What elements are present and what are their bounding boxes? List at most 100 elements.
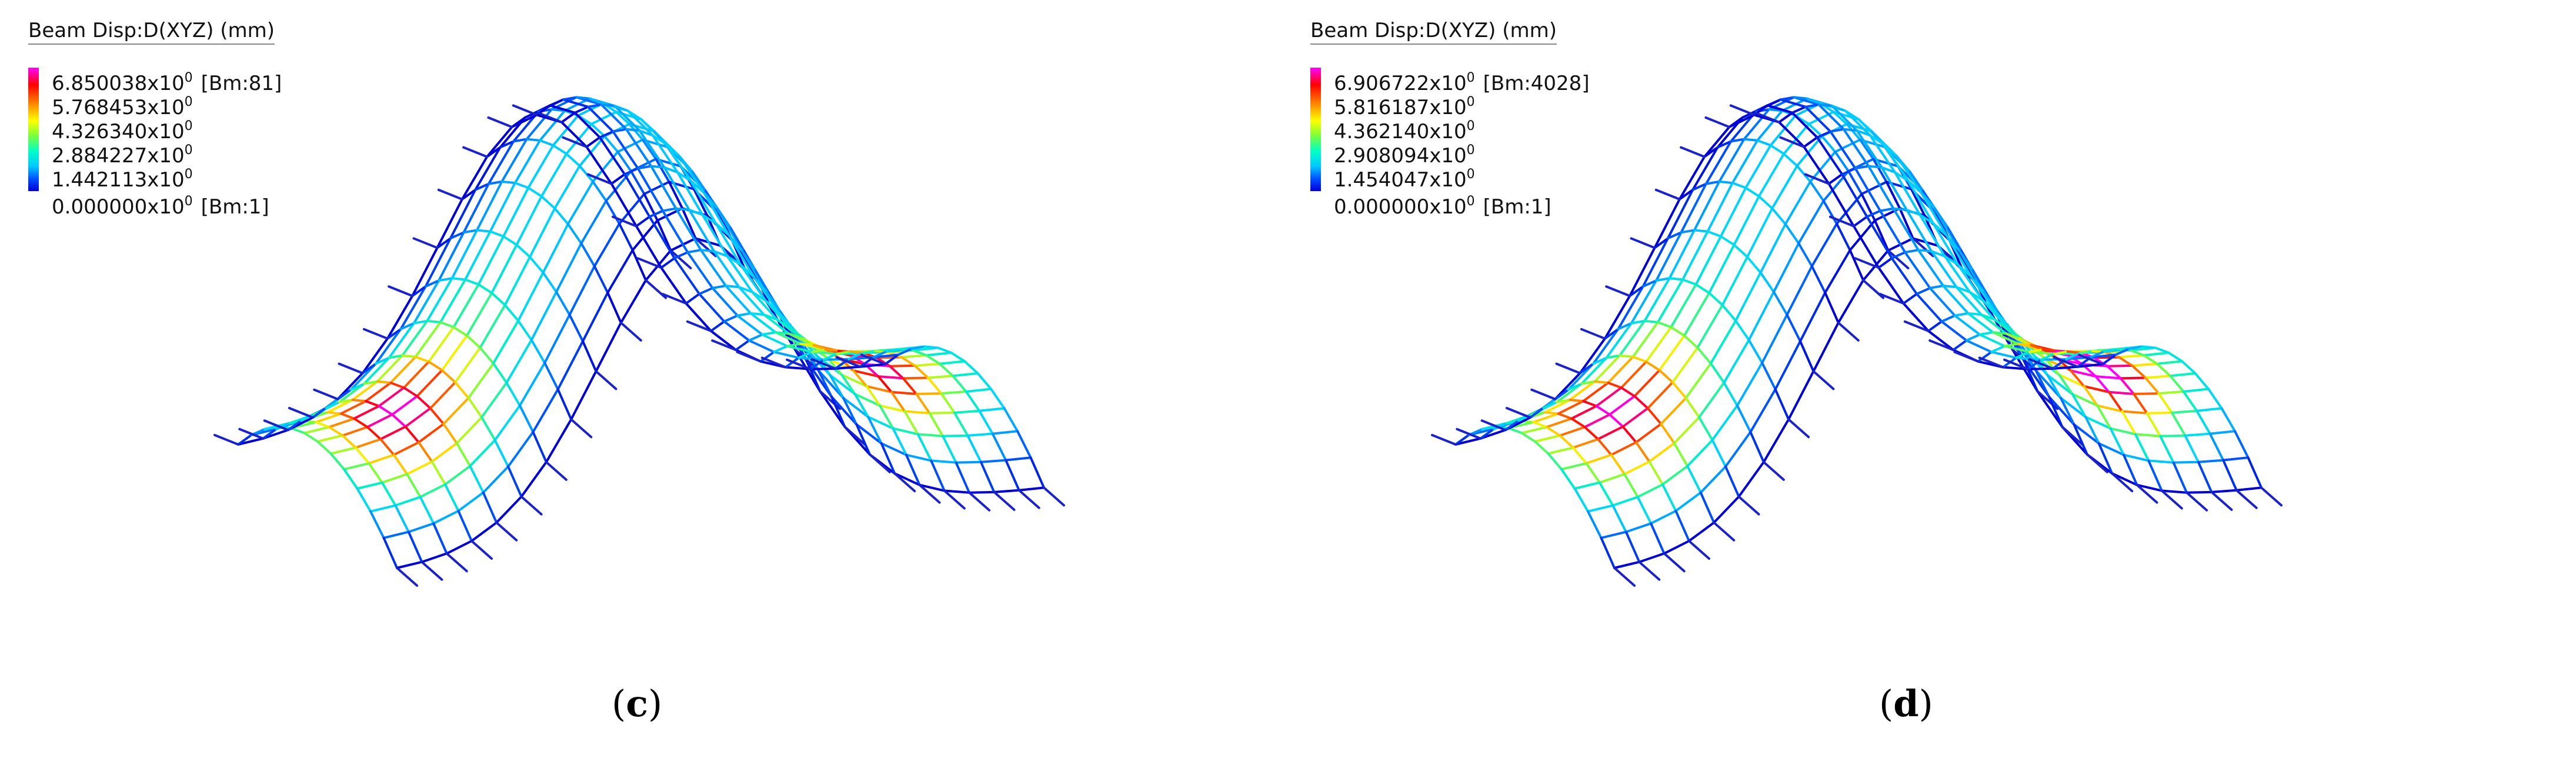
beam-segment <box>542 271 558 293</box>
beam-segment <box>1971 269 1987 295</box>
beam-segment <box>900 356 916 367</box>
beam-segment <box>343 462 371 471</box>
beam-segment <box>993 490 1016 511</box>
beam-segment <box>2028 348 2044 353</box>
beam-segment <box>2059 396 2087 419</box>
beam-segment <box>441 369 457 384</box>
beam-segment <box>388 285 414 298</box>
beam-segment <box>774 331 790 335</box>
beam-segment <box>354 446 371 465</box>
beam-segment <box>625 128 653 168</box>
beam-segment <box>238 427 265 440</box>
beam-segment <box>2133 392 2160 395</box>
beam-segment <box>1698 416 1714 442</box>
beam-segment <box>1658 369 1674 384</box>
beam-segment <box>382 536 398 569</box>
beam-segment <box>2076 363 2104 368</box>
beam-segment <box>570 370 598 421</box>
beam-segment <box>1641 279 1658 288</box>
beam-segment <box>499 140 515 149</box>
beam-segment <box>339 412 356 420</box>
beam-segment <box>431 460 446 486</box>
beam-segment <box>926 376 943 395</box>
beam-segment <box>606 249 634 294</box>
beam-segment <box>953 411 969 437</box>
beam-segment <box>585 136 601 148</box>
beam-segment <box>726 255 742 266</box>
beam-segment <box>761 333 789 348</box>
beam-segment <box>316 440 332 455</box>
beam-segment <box>766 291 782 313</box>
beam-segment <box>952 375 967 393</box>
beam-segment <box>611 215 638 228</box>
beam-segment <box>1583 426 1600 440</box>
beam-segment <box>555 290 571 316</box>
beam-segment <box>1704 140 1733 185</box>
beam-segment <box>1605 285 1631 298</box>
beam-segment <box>570 418 593 439</box>
beam-segment <box>1931 222 1960 266</box>
beam-segment <box>326 411 342 415</box>
beam-segment <box>900 354 928 359</box>
beam-segment <box>629 169 646 195</box>
beam-segment <box>1655 277 1671 282</box>
beam-segment <box>903 410 931 415</box>
legend-title: Beam Disp:D(XYZ) (mm) <box>1310 19 1557 45</box>
beam-segment <box>1605 322 1633 359</box>
beam-segment <box>1504 419 1520 432</box>
beam-segment <box>492 362 508 384</box>
beam-segment <box>940 392 956 414</box>
beam-segment <box>341 426 369 437</box>
beam-segment <box>376 354 404 383</box>
beam-segment <box>1733 195 1760 246</box>
beam-segment <box>300 413 316 422</box>
beam-segment <box>464 278 480 286</box>
beam-segment <box>1624 522 1653 533</box>
beam-segment <box>2046 373 2074 396</box>
beam-segment <box>1804 173 1830 185</box>
beam-segment <box>2073 423 2088 456</box>
beam-segment <box>1784 180 1812 226</box>
beam-segment <box>1608 413 1624 428</box>
beam-segment <box>2027 358 2043 370</box>
beam-segment <box>419 483 446 499</box>
beam-segment <box>1878 293 1905 305</box>
beam-segment <box>1965 339 1993 353</box>
beam-segment <box>2195 409 2211 435</box>
beam-segment <box>2122 453 2150 462</box>
beam-segment <box>349 382 366 391</box>
beam-segment <box>2046 373 2062 399</box>
beam-segment <box>1902 302 1930 332</box>
beam-segment <box>1691 182 1707 191</box>
beam-segment <box>1945 234 1961 252</box>
beam-segment <box>991 432 1007 462</box>
beam-segment <box>865 385 893 393</box>
beam-segment <box>439 278 467 324</box>
beam-segment <box>2058 373 2074 396</box>
beam-segment <box>1610 441 1637 456</box>
beam-segment <box>580 199 608 245</box>
beam-segment <box>568 265 596 316</box>
beam-segment <box>1868 134 1897 174</box>
beam-segment <box>1570 417 1586 429</box>
beam-segment <box>1834 151 1850 172</box>
beam-segment <box>2121 410 2137 436</box>
beam-segment <box>520 460 548 498</box>
beam-segment <box>937 346 953 354</box>
beam-segment <box>786 358 812 370</box>
beam-segment <box>424 237 452 288</box>
beam-segment <box>1880 166 1908 211</box>
beam-segment <box>930 459 946 492</box>
beam-segment <box>693 188 709 217</box>
beam-segment <box>694 237 717 258</box>
beam-segment <box>2053 350 2069 355</box>
beam-segment <box>1016 430 1032 459</box>
beam-segment <box>1774 388 1790 421</box>
beam-segment <box>1894 171 1921 216</box>
beam-segment <box>979 460 996 493</box>
beam-segment <box>500 180 516 185</box>
beam-segment <box>976 372 992 390</box>
beam-segment <box>441 334 468 372</box>
beam-segment <box>451 229 478 280</box>
beam-segment <box>2111 472 2138 486</box>
